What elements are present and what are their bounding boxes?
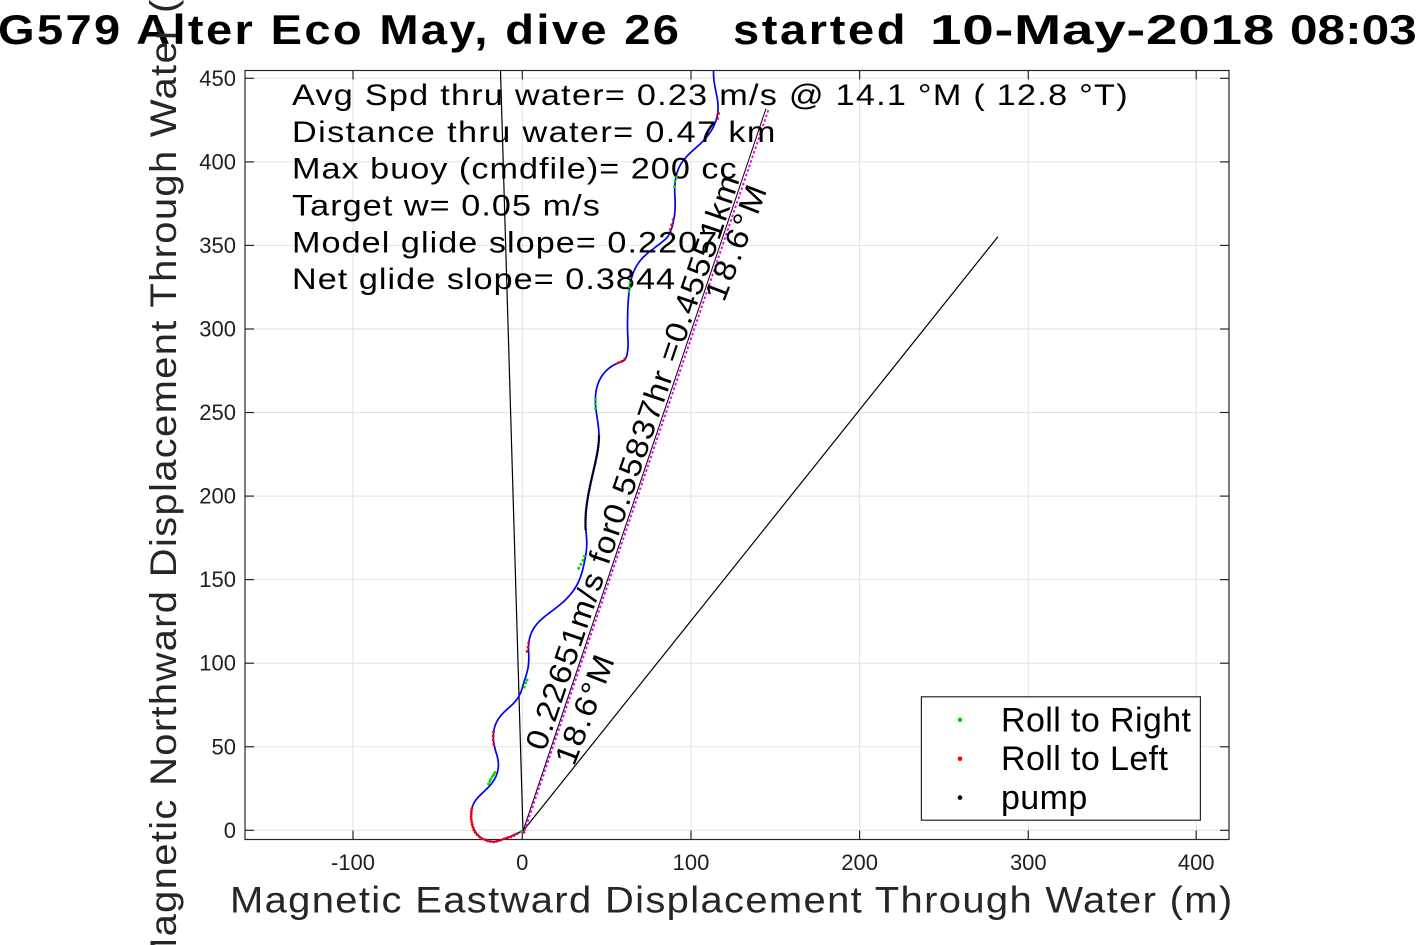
svg-text:300: 300: [1010, 850, 1047, 875]
svg-text:0: 0: [516, 850, 528, 875]
svg-text:450: 450: [199, 66, 236, 91]
svg-text:08:03: 08:03: [1290, 6, 1417, 54]
svg-text:Target w= 0.05 m/s: Target w= 0.05 m/s: [292, 188, 600, 222]
svg-text:300: 300: [199, 317, 236, 342]
svg-text:Max buoy (cmdfile)= 200 cc: Max buoy (cmdfile)= 200 cc: [292, 152, 737, 186]
svg-text:100: 100: [673, 850, 710, 875]
svg-text:Magnetic Eastward Displacement: Magnetic Eastward Displacement Through W…: [230, 880, 1232, 921]
svg-text:Distance thru water= 0.47 km: Distance thru water= 0.47 km: [292, 115, 775, 149]
svg-text:G579 Alter Eco May, dive 26: G579 Alter Eco May, dive 26: [0, 7, 679, 53]
svg-text:pump: pump: [1001, 779, 1088, 817]
svg-text:250: 250: [199, 400, 236, 425]
svg-text:200: 200: [199, 484, 236, 509]
svg-text:10-May-2018: 10-May-2018: [930, 6, 1274, 53]
svg-text:50: 50: [212, 734, 236, 759]
svg-text:400: 400: [1178, 850, 1215, 875]
svg-text:started: started: [733, 7, 905, 53]
svg-text:-100: -100: [331, 850, 375, 875]
svg-text:100: 100: [199, 651, 236, 676]
svg-text:400: 400: [199, 149, 236, 174]
svg-text:Roll to Left: Roll to Left: [1001, 740, 1168, 778]
svg-text:Net glide slope= 0.3844: Net glide slope= 0.3844: [292, 262, 675, 296]
svg-text:Avg Spd thru water= 0.23 m/s: Avg Spd thru water= 0.23 m/s @ 14.1 °M (…: [292, 78, 1128, 112]
svg-text:0: 0: [224, 818, 236, 843]
svg-text:150: 150: [199, 567, 236, 592]
svg-text:Magnetic Northward Displacemen: Magnetic Northward Displacement Through …: [143, 0, 184, 945]
svg-text:Model glide slope= 0.2207: Model glide slope= 0.2207: [292, 225, 717, 259]
svg-text:350: 350: [199, 233, 236, 258]
svg-text:200: 200: [841, 850, 878, 875]
svg-text:Roll to Right: Roll to Right: [1001, 701, 1192, 739]
